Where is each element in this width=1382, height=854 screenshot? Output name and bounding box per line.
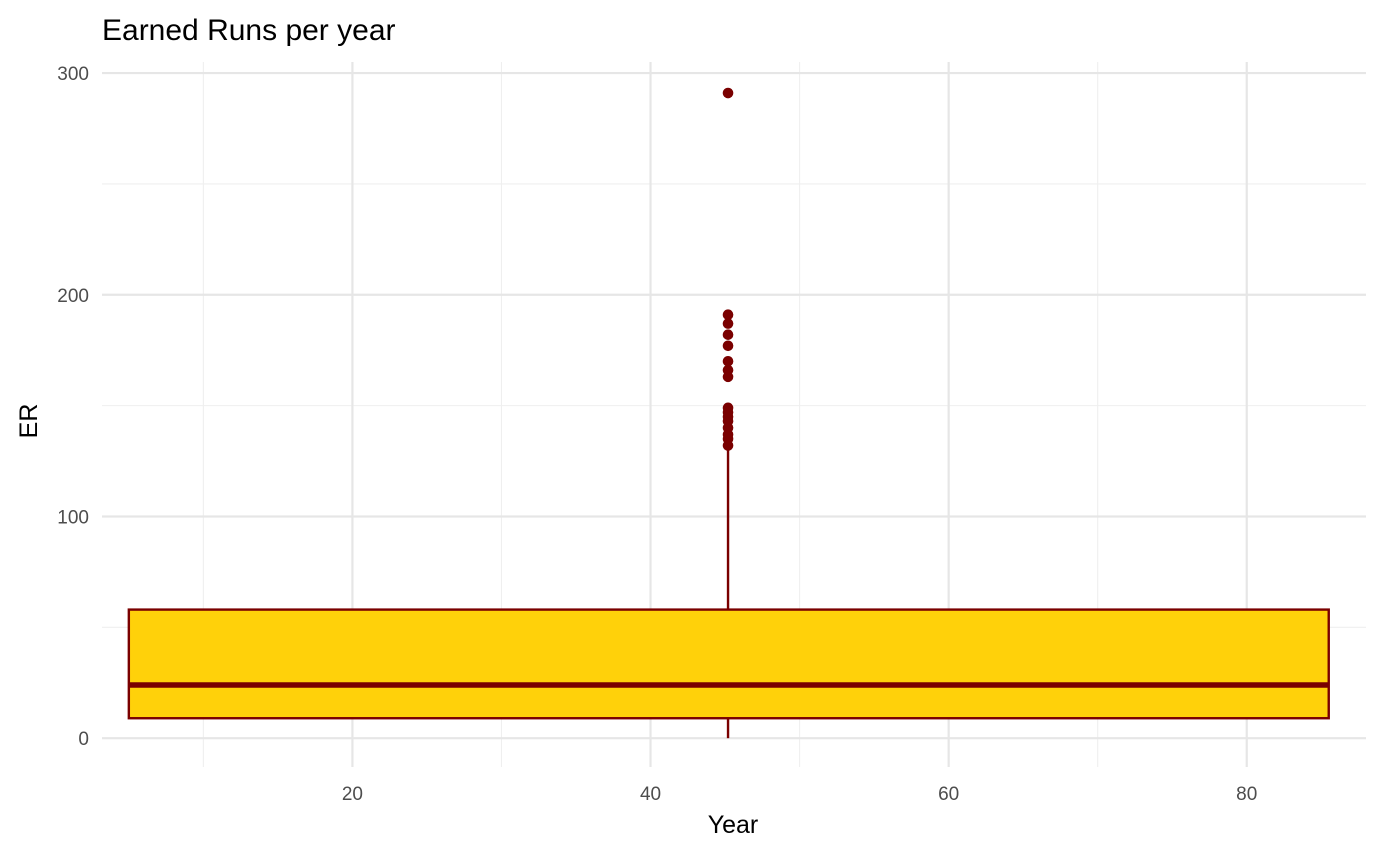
- x-tick-label: 20: [342, 784, 363, 805]
- outlier-point: [722, 364, 734, 376]
- tick-labels: 0 100 200 300 20 40 60 80: [57, 64, 1257, 805]
- x-tick-label: 80: [1236, 784, 1257, 805]
- outliers: [722, 87, 734, 451]
- y-tick-label: 0: [78, 729, 89, 750]
- x-axis-title: Year: [708, 811, 759, 839]
- interquartile-box: [127, 608, 1330, 720]
- y-tick-label: 100: [57, 507, 89, 528]
- y-tick-label: 200: [57, 286, 89, 307]
- outlier-point: [722, 87, 734, 99]
- x-tick-label: 40: [640, 784, 661, 805]
- x-tick-label: 60: [938, 784, 959, 805]
- outlier-point: [722, 318, 734, 329]
- y-axis-title: ER: [15, 404, 43, 439]
- y-tick-label: 300: [57, 64, 89, 85]
- outlier-point: [722, 329, 734, 340]
- outlier-point: [722, 402, 734, 414]
- chart-title: Earned Runs per year: [102, 14, 396, 47]
- boxplot: [127, 449, 1330, 739]
- outlier-point: [722, 309, 734, 321]
- outlier-point: [722, 355, 734, 367]
- outlier-point: [722, 340, 734, 352]
